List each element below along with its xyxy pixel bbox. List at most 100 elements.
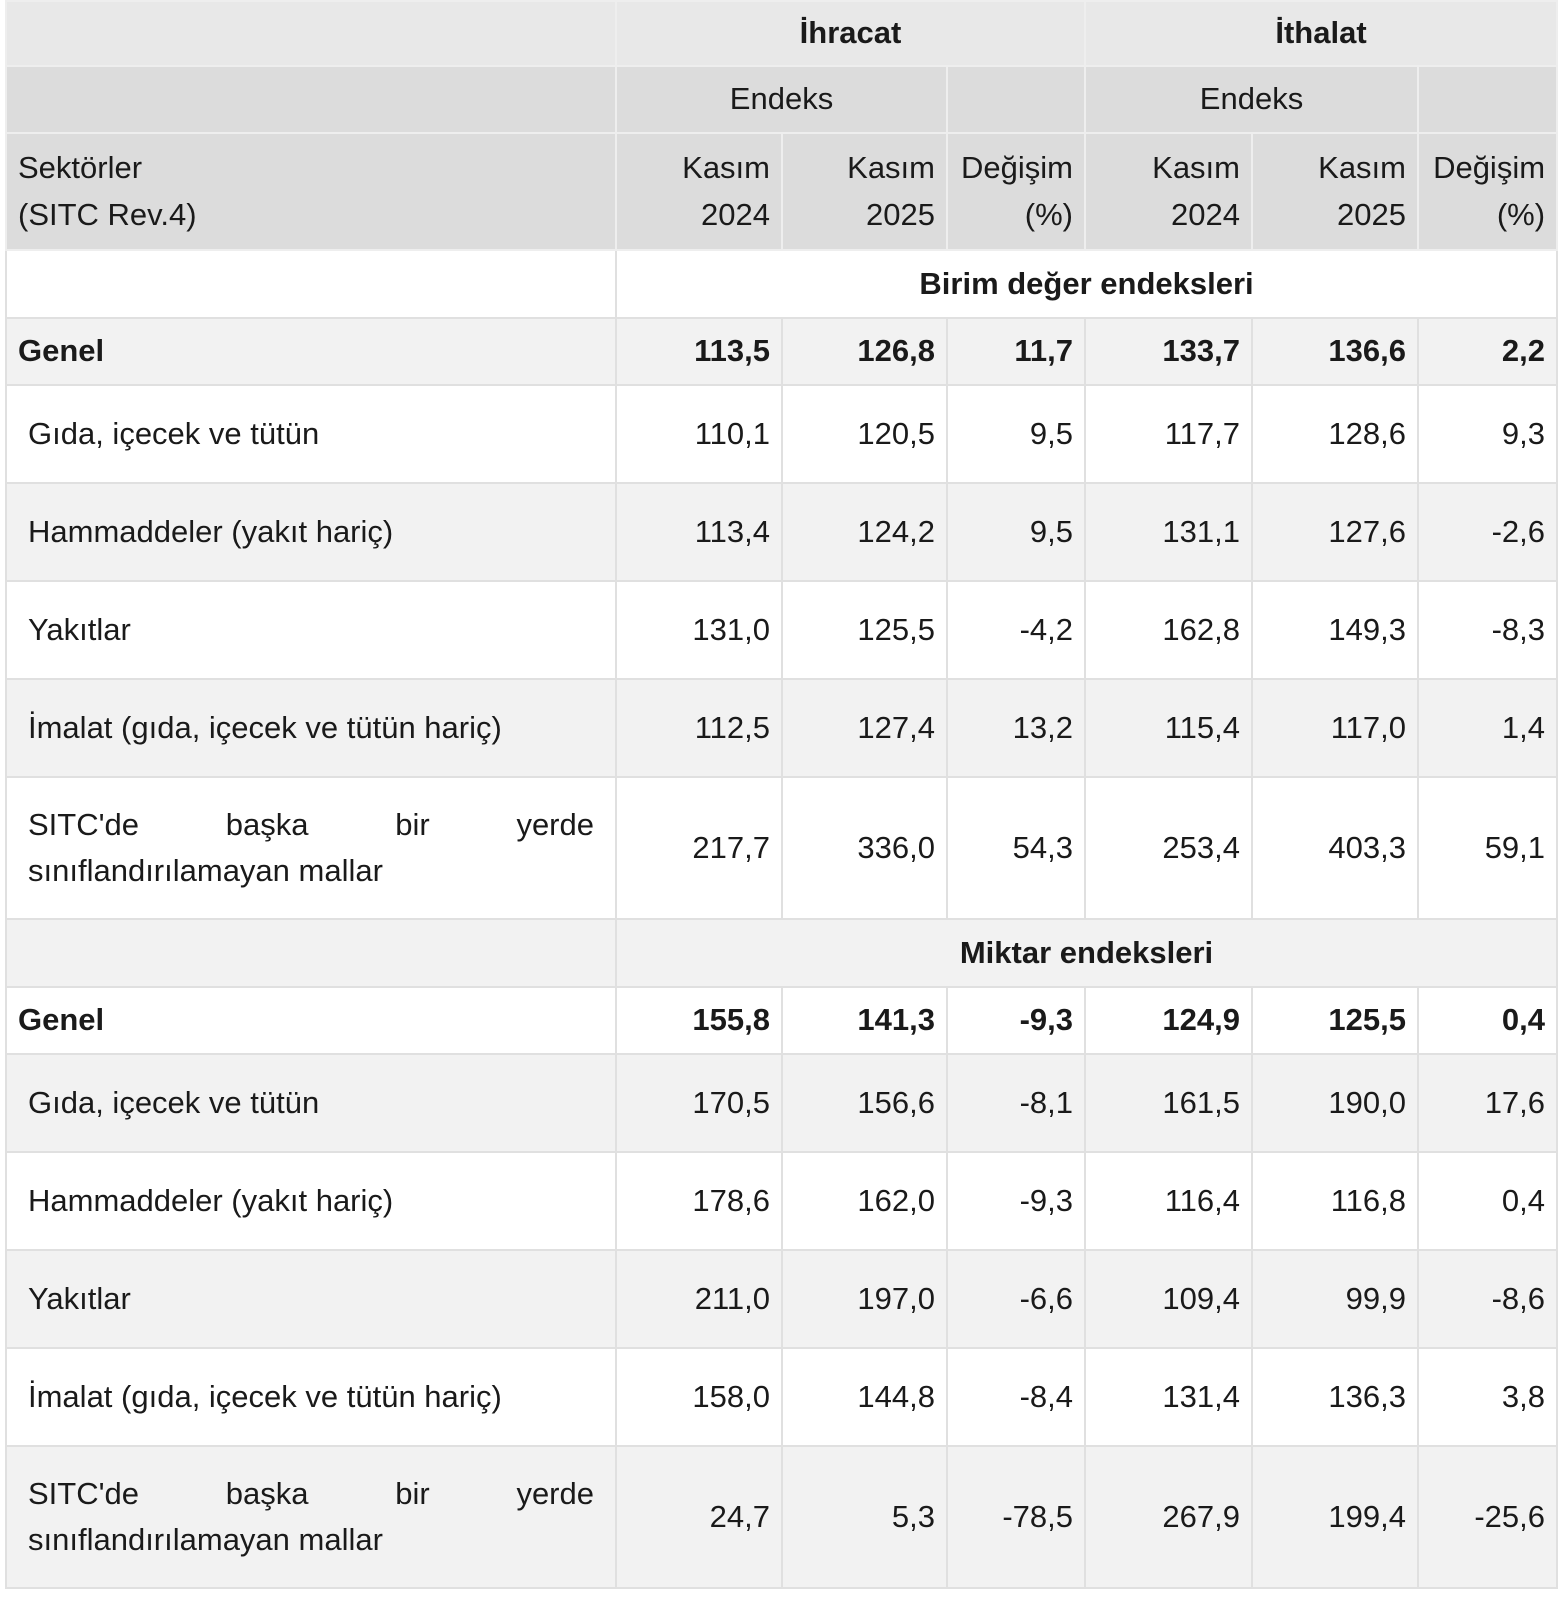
value-cell: 131,4: [1084, 1347, 1253, 1447]
value-cell: 120,5: [781, 384, 948, 484]
value-cell: 117,0: [1251, 678, 1419, 778]
value-cell: 126,8: [781, 317, 948, 386]
header-line: Kasım: [1318, 150, 1406, 185]
value-cell: 59,1: [1416, 776, 1559, 920]
data-row: SITC'de başka bir yerde sınıflandırılama…: [5, 776, 1559, 920]
column-header: Değişim (%): [1416, 132, 1559, 251]
data-row: Yakıtlar 131,0 125,5 -4,2 162,8 149,3 -8,3: [5, 580, 1559, 680]
value-cell: 2,2: [1416, 317, 1559, 386]
row-label: İmalat (gıda, içecek ve tütün hariç): [5, 1347, 617, 1447]
value-cell: 1,4: [1416, 678, 1559, 778]
value-cell: 24,7: [615, 1445, 783, 1589]
header-empty: [5, 65, 617, 134]
header-line: Değişim: [961, 150, 1073, 185]
value-cell: 117,7: [1084, 384, 1253, 484]
value-cell: 113,4: [615, 482, 783, 582]
header-line: Sektörler: [18, 150, 143, 185]
header-line: 2025: [866, 196, 935, 232]
value-cell: 113,5: [615, 317, 783, 386]
empty-cell: [5, 249, 617, 319]
header-line: 2024: [1171, 196, 1240, 232]
table-header: İhracat İthalat Endeks Endeks Sektörler (…: [5, 0, 1559, 251]
value-cell: 125,5: [1251, 986, 1419, 1055]
header-line: 2024: [701, 196, 770, 232]
value-cell: 136,6: [1251, 317, 1419, 386]
value-cell: 9,5: [946, 482, 1086, 582]
row-label: Genel: [5, 986, 617, 1055]
value-cell: -8,6: [1416, 1249, 1559, 1349]
value-cell: -8,3: [1416, 580, 1559, 680]
value-cell: 131,0: [615, 580, 783, 680]
value-cell: 3,8: [1416, 1347, 1559, 1447]
group-header: İhracat: [615, 0, 1086, 67]
header-line: (SITC Rev.4): [18, 196, 197, 232]
value-cell: 112,5: [615, 678, 783, 778]
value-cell: 127,6: [1251, 482, 1419, 582]
header-empty: [1416, 65, 1559, 134]
row-label: Gıda, içecek ve tütün: [5, 1053, 617, 1153]
value-cell: 336,0: [781, 776, 948, 920]
column-header: Kasım 2024: [1084, 132, 1253, 251]
row-label: Hammaddeler (yakıt hariç): [5, 1151, 617, 1251]
row-label: Gıda, içecek ve tütün: [5, 384, 617, 484]
column-header: Kasım 2025: [1251, 132, 1419, 251]
value-cell: -4,2: [946, 580, 1086, 680]
value-cell: 161,5: [1084, 1053, 1253, 1153]
sector-header: Sektörler (SITC Rev.4): [5, 132, 617, 251]
header-empty: [5, 0, 617, 67]
value-cell: 99,9: [1251, 1249, 1419, 1349]
value-cell: 170,5: [615, 1053, 783, 1153]
data-row: SITC'de başka bir yerde sınıflandırılama…: [5, 1445, 1559, 1589]
value-cell: 0,4: [1416, 986, 1559, 1055]
value-cell: 190,0: [1251, 1053, 1419, 1153]
value-cell: 178,6: [615, 1151, 783, 1251]
value-cell: 253,4: [1084, 776, 1253, 920]
value-cell: 11,7: [946, 317, 1086, 386]
value-cell: -8,1: [946, 1053, 1086, 1153]
header-line: Kasım: [847, 150, 935, 185]
group-header: İthalat: [1083, 0, 1559, 67]
header-line: Kasım: [1152, 150, 1240, 185]
value-cell: -2,6: [1416, 482, 1559, 582]
section-title: Birim değer endeksleri: [614, 249, 1559, 319]
value-cell: 131,1: [1084, 482, 1253, 582]
data-row: İmalat (gıda, içecek ve tütün hariç) 112,…: [5, 678, 1559, 778]
header-line: 2025: [1337, 196, 1406, 232]
value-cell: 125,5: [781, 580, 948, 680]
section-row: Miktar endeksleri: [5, 918, 1559, 988]
column-header: Kasım 2025: [781, 132, 948, 251]
subgroup-header: Endeks: [615, 65, 948, 134]
value-cell: 124,2: [781, 482, 948, 582]
value-cell: 5,3: [781, 1445, 948, 1589]
value-cell: 403,3: [1251, 776, 1419, 920]
value-cell: 155,8: [615, 986, 783, 1055]
row-label: SITC'de başka bir yerde sınıflandırılama…: [5, 776, 617, 920]
header-line: Kasım: [682, 150, 770, 185]
value-cell: 115,4: [1084, 678, 1253, 778]
subgroup-header: Endeks: [1084, 65, 1419, 134]
value-cell: -9,3: [946, 1151, 1086, 1251]
value-cell: 116,8: [1251, 1151, 1419, 1251]
header-empty: [946, 65, 1086, 134]
value-cell: 54,3: [946, 776, 1086, 920]
value-cell: -9,3: [946, 986, 1086, 1055]
data-row: Genel 113,5 126,8 11,7 133,7 136,6 2,2: [5, 317, 1559, 386]
value-cell: 116,4: [1084, 1151, 1253, 1251]
header-line: (%): [1024, 196, 1073, 232]
data-row: Yakıtlar 211,0 197,0 -6,6 109,4 99,9 -8,6: [5, 1249, 1559, 1349]
data-row: Gıda, içecek ve tütün 170,5 156,6 -8,1 161,5…: [5, 1053, 1559, 1153]
data-row: Hammaddeler (yakıt hariç) 178,6 162,0 -9,3 1…: [5, 1151, 1559, 1251]
data-row: Genel 155,8 141,3 -9,3 124,9 125,5 0,4: [5, 986, 1559, 1055]
value-cell: 9,3: [1416, 384, 1559, 484]
header-line: Değişim: [1433, 150, 1546, 185]
data-row: İmalat (gıda, içecek ve tütün hariç) 158,…: [5, 1347, 1559, 1447]
value-cell: 217,7: [615, 776, 783, 920]
value-cell: 13,2: [946, 678, 1086, 778]
value-cell: 267,9: [1084, 1445, 1253, 1589]
value-cell: 197,0: [781, 1249, 948, 1349]
value-cell: 127,4: [781, 678, 948, 778]
value-cell: 0,4: [1416, 1151, 1559, 1251]
value-cell: 17,6: [1416, 1053, 1559, 1153]
row-label: SITC'de başka bir yerde sınıflandırılama…: [5, 1445, 617, 1589]
